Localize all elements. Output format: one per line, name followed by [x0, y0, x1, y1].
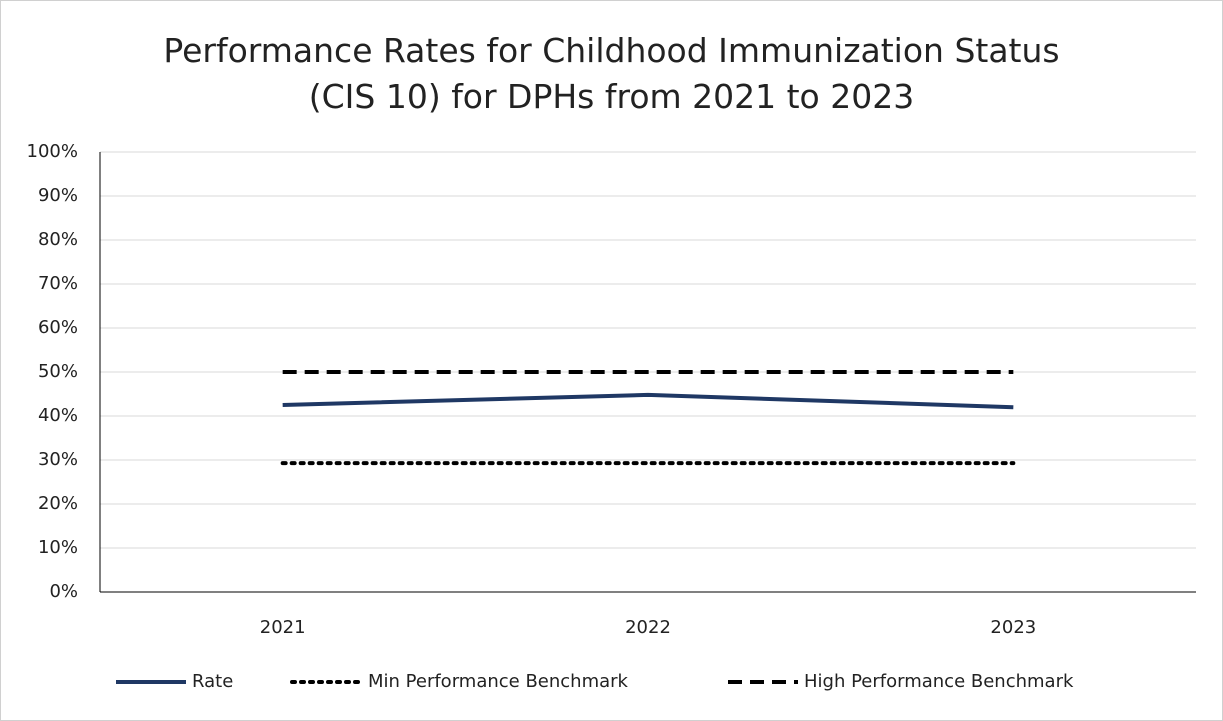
y-tick-label: 70% [38, 273, 78, 294]
y-tick-label: 20% [38, 493, 78, 514]
legend-label: Min Performance Benchmark [368, 671, 629, 692]
chart-title: Performance Rates for Childhood Immuniza… [163, 31, 1060, 116]
series-line [282, 392, 1014, 410]
y-tick-label: 90% [38, 185, 78, 206]
legend-label: High Performance Benchmark [804, 671, 1074, 692]
y-tick-label: 0% [49, 581, 78, 602]
legend-label: Rate [192, 671, 233, 692]
x-tick-label: 2023 [990, 617, 1036, 638]
y-tick-label: 60% [38, 317, 78, 338]
x-tick-label: 2022 [625, 617, 671, 638]
y-tick-label: 100% [27, 141, 78, 162]
y-tick-label: 80% [38, 229, 78, 250]
y-tick-label: 30% [38, 449, 78, 470]
y-tick-label: 50% [38, 361, 78, 382]
x-tick-label: 2021 [260, 617, 306, 638]
y-tick-label: 10% [38, 537, 78, 558]
y-tick-label: 40% [38, 405, 78, 426]
